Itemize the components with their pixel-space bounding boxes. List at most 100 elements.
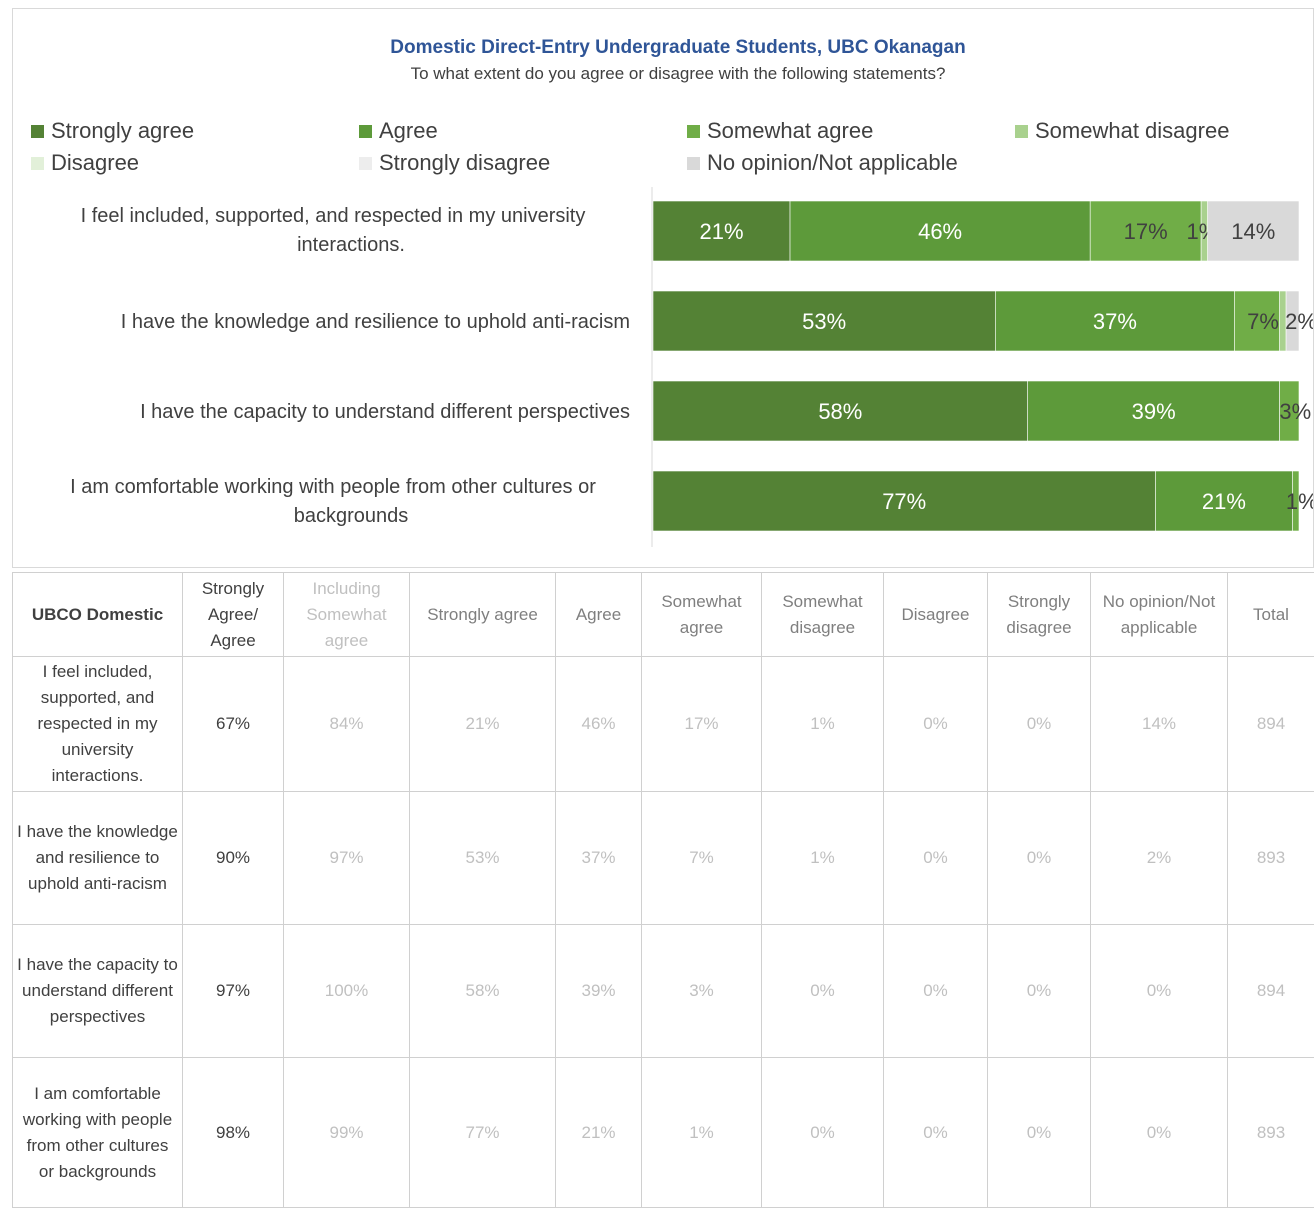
- legend-label-somewhat-agree: Somewhat agree: [707, 118, 873, 143]
- data-label: 77%: [882, 489, 926, 514]
- table-cell: 0%: [884, 925, 988, 1058]
- table-cell: 0%: [988, 1058, 1091, 1208]
- table-cell: 100%: [284, 925, 410, 1058]
- legend-swatch-agree: [359, 125, 372, 138]
- chart-subtitle: To what extent do you agree or disagree …: [411, 64, 946, 83]
- data-label: 3%: [1279, 399, 1311, 424]
- table-cell: 99%: [284, 1058, 410, 1208]
- table-cell: 0%: [1091, 925, 1228, 1058]
- table-cell: 0%: [1091, 1058, 1228, 1208]
- table-cell: 97%: [284, 792, 410, 925]
- data-label: 58%: [818, 399, 862, 424]
- row-label: I am comfortable working with people fro…: [13, 1058, 183, 1208]
- data-label: 21%: [699, 219, 743, 244]
- table-header-cell: No opinion/Not applicable: [1091, 573, 1228, 657]
- table-header-cell: Disagree: [884, 573, 988, 657]
- table-row: I have the knowledge and resilience to u…: [13, 792, 1314, 925]
- data-label: 46%: [918, 219, 962, 244]
- table-header-cell: Strongly disagree: [988, 573, 1091, 657]
- table-header-cell: Agree: [556, 573, 642, 657]
- table-cell: 0%: [988, 792, 1091, 925]
- table-cell: 97%: [183, 925, 284, 1058]
- legend-label-no-opinion-not-applicable: No opinion/Not applicable: [707, 150, 958, 175]
- table-cell: 894: [1228, 657, 1314, 792]
- legend-label-agree: Agree: [379, 118, 438, 143]
- table-cell: 894: [1228, 925, 1314, 1058]
- category-label: I feel included, supported, and respecte…: [81, 205, 586, 256]
- legend-label-strongly-disagree: Strongly disagree: [379, 150, 550, 175]
- table-cell: 67%: [183, 657, 284, 792]
- table-cell: 39%: [556, 925, 642, 1058]
- table-cell: 58%: [410, 925, 556, 1058]
- table-header-cell: Strongly Agree/ Agree: [183, 573, 284, 657]
- bar-area: 21%46%17%1%14%53%37%7%2%58%39%3%77%21%1%: [653, 201, 1313, 531]
- table-header-cell: Somewhat agree: [642, 573, 762, 657]
- table-row: I have the capacity to understand differ…: [13, 925, 1314, 1058]
- table-cell: 0%: [762, 925, 884, 1058]
- table-cell: 0%: [884, 657, 988, 792]
- table-header-cell: Somewhat disagree: [762, 573, 884, 657]
- legend-swatch-somewhat-agree: [687, 125, 700, 138]
- table-cell: 21%: [556, 1058, 642, 1208]
- table-header-cell: Strongly agree: [410, 573, 556, 657]
- data-label: 17%: [1124, 219, 1168, 244]
- table-cell: 37%: [556, 792, 642, 925]
- category-labels: I feel included, supported, and respecte…: [70, 205, 630, 527]
- table-row: I feel included, supported, and respecte…: [13, 657, 1314, 792]
- table-cell: 3%: [642, 925, 762, 1058]
- stacked-bar-chart: Domestic Direct-Entry Undergraduate Stud…: [13, 9, 1313, 567]
- table-cell: 46%: [556, 657, 642, 792]
- data-label: 14%: [1231, 219, 1275, 244]
- table-cell: 14%: [1091, 657, 1228, 792]
- table-cell: 0%: [762, 1058, 884, 1208]
- table-header-row: UBCO Domestic Strongly Agree/ Agree Incl…: [13, 573, 1314, 657]
- table-cell: 1%: [762, 657, 884, 792]
- table-cell: 893: [1228, 792, 1314, 925]
- row-label: I feel included, supported, and respecte…: [13, 657, 183, 792]
- data-label: 39%: [1132, 399, 1176, 424]
- data-label: 2%: [1285, 309, 1313, 334]
- table-cell: 893: [1228, 1058, 1314, 1208]
- chart-title: Domestic Direct-Entry Undergraduate Stud…: [390, 37, 965, 58]
- data-label: 53%: [802, 309, 846, 334]
- table-cell: 7%: [642, 792, 762, 925]
- table-cell: 77%: [410, 1058, 556, 1208]
- table-header-cell: Total: [1228, 573, 1314, 657]
- legend-swatch-strongly-disagree: [359, 157, 372, 170]
- row-label: I have the knowledge and resilience to u…: [13, 792, 183, 925]
- results-table: UBCO Domestic Strongly Agree/ Agree Incl…: [12, 572, 1314, 1208]
- legend-label-strongly-agree: Strongly agree: [51, 118, 194, 143]
- table-cell: 2%: [1091, 792, 1228, 925]
- table-cell: 1%: [642, 1058, 762, 1208]
- legend-swatch-somewhat-disagree: [1015, 125, 1028, 138]
- table-cell: 0%: [988, 657, 1091, 792]
- table-cell: 90%: [183, 792, 284, 925]
- category-label: I have the capacity to understand differ…: [140, 401, 630, 423]
- table-header-cell: Including Somewhat agree: [284, 573, 410, 657]
- data-label: 21%: [1202, 489, 1246, 514]
- row-label: I have the capacity to understand differ…: [13, 925, 183, 1058]
- table-header-cell: UBCO Domestic: [13, 573, 183, 657]
- table-row: I am comfortable working with people fro…: [13, 1058, 1314, 1208]
- table-cell: 17%: [642, 657, 762, 792]
- legend-label-disagree: Disagree: [51, 150, 139, 175]
- legend-swatch-disagree: [31, 157, 44, 170]
- table-cell: 1%: [762, 792, 884, 925]
- table-cell: 0%: [884, 1058, 988, 1208]
- table-cell: 21%: [410, 657, 556, 792]
- data-label: 1%: [1286, 489, 1313, 514]
- table-cell: 0%: [988, 925, 1091, 1058]
- chart-legend: Strongly agree Agree Somewhat agree Somewha…: [31, 118, 1229, 175]
- table-cell: 0%: [884, 792, 988, 925]
- category-label: I have the knowledge and resilience to u…: [121, 311, 630, 333]
- data-label: 7%: [1247, 309, 1279, 334]
- table-cell: 84%: [284, 657, 410, 792]
- legend-swatch-no-opinion-not-applicable: [687, 157, 700, 170]
- category-label: I am comfortable working with people fro…: [70, 476, 596, 527]
- legend-label-somewhat-disagree: Somewhat disagree: [1035, 118, 1229, 143]
- legend-swatch-strongly-agree: [31, 125, 44, 138]
- table-cell: 98%: [183, 1058, 284, 1208]
- table-cell: 53%: [410, 792, 556, 925]
- chart-panel: Domestic Direct-Entry Undergraduate Stud…: [12, 8, 1314, 568]
- data-label: 37%: [1093, 309, 1137, 334]
